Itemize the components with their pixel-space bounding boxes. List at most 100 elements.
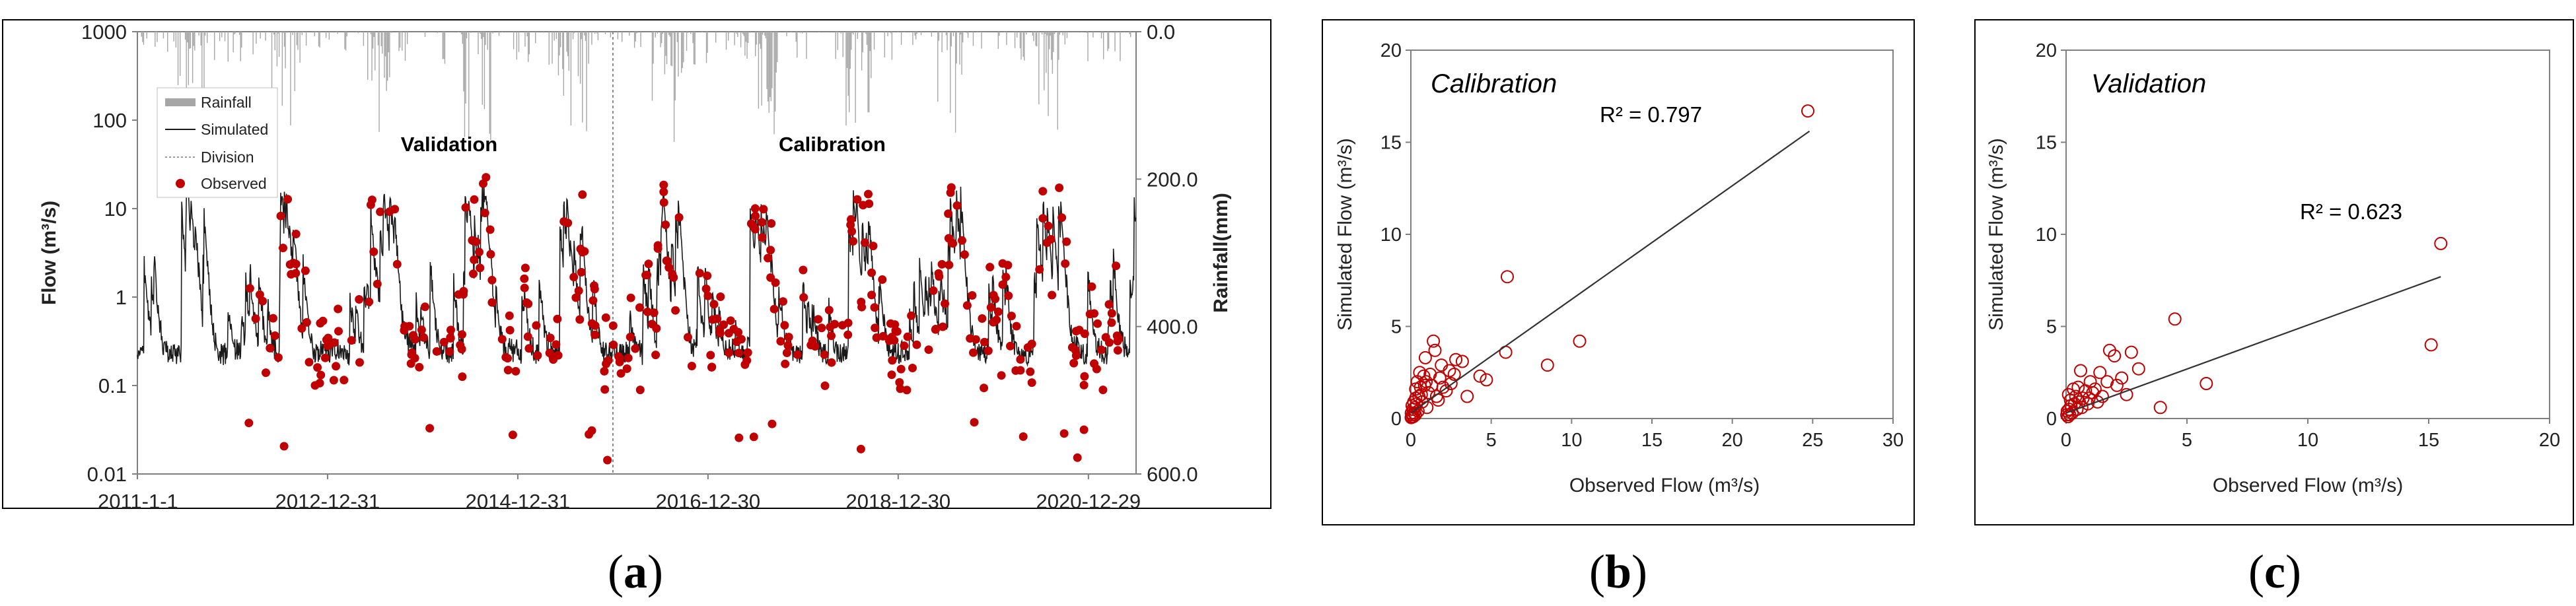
panel-a-observed-point (1038, 214, 1048, 223)
panel-a-observed-point (600, 385, 610, 394)
panel-c-point (2091, 395, 2104, 409)
panel-a-observed-point (1038, 187, 1048, 196)
panel-b-point (1436, 380, 1450, 394)
panel-a-observed-point (472, 237, 481, 246)
panel-a-observed-point (924, 345, 933, 354)
panel-b-x-tick-label: 10 (1561, 430, 1582, 451)
panel-a-observed-point (520, 283, 529, 292)
panel-b-point (1443, 364, 1456, 378)
panel-a-observed-point (505, 311, 514, 320)
legend-observed-label: Observed (201, 175, 267, 192)
panel-c-y-tick-label: 10 (2036, 224, 2057, 246)
panel-a-observed-point (781, 359, 790, 368)
panel-a-observed-point (1055, 184, 1064, 192)
panel-a-observed-point (411, 335, 419, 344)
panel-b-point (1439, 384, 1453, 398)
panel-a-y-tick-label: 1 (116, 286, 127, 309)
panel-a-validation-annotation: Validation (401, 133, 497, 156)
panel-a-observed-point (870, 303, 879, 312)
panel-a-observed-point (266, 343, 275, 353)
panel-a-observed-point (320, 353, 330, 362)
panel-a-observed-point (330, 338, 339, 347)
panel-a-observed-point (767, 219, 776, 228)
panel-b-y-axis-label: Simulated Flow (m³/s) (1334, 138, 1356, 331)
panel-a-observed-point (1067, 343, 1077, 352)
panel-a-observed-point (365, 297, 374, 306)
panel-a-observed-point (887, 370, 896, 380)
panel-a-observed-point (827, 331, 836, 341)
panel-b-point (1449, 353, 1463, 366)
panel-a-observed-point (1004, 291, 1013, 300)
panel-a-observed-point (726, 316, 735, 325)
panel-b-point (1460, 389, 1474, 403)
panel-c-points (2060, 236, 2448, 424)
panel-a-observed-point (659, 187, 668, 197)
panel-a-observed-point (334, 304, 343, 314)
panel-b-y-tick-label: 5 (1391, 317, 1402, 338)
panel-b-point (1455, 354, 1469, 368)
panel-a-observed-point (476, 263, 485, 273)
panel-a-observed-point (958, 236, 966, 245)
panel-a-observed-point (824, 306, 834, 315)
panel-a-observed-point (279, 244, 287, 253)
panel-b-chart: 0 5 10 15 20 0 5 10 15 20 25 30 Calibration R² = 0… (1322, 19, 1915, 525)
panel-a-observed-point (487, 275, 497, 285)
panel-a-observed-point (1098, 386, 1108, 395)
panel-a-observed-point (895, 378, 904, 387)
panel-a-observed-point (782, 349, 791, 357)
panel-a-observed-point (392, 259, 402, 269)
panel-a-y-ticks: 1000 100 10 1 0.1 0.01 (81, 20, 137, 486)
panel-a-observed-point (520, 274, 529, 283)
panel-a-observed-point (944, 209, 953, 219)
panel-a-observed-point (1027, 378, 1036, 387)
panel-a-observed-point (793, 350, 802, 359)
panel-b-y-ticks: 0 5 10 15 20 (1380, 40, 1411, 430)
panel-a-y-tick-label: 100 (92, 109, 127, 132)
panel-a-observed-point (1057, 213, 1067, 222)
panel-c-trendline (2065, 276, 2441, 414)
panel-b-point (1480, 373, 1493, 387)
panel-a-observed-point (764, 253, 773, 263)
panel-a-observed-point (522, 298, 531, 307)
panel-b-point (1404, 411, 1418, 424)
panel-b-point (1427, 334, 1441, 348)
panel-a-observed-point (571, 293, 581, 302)
panel-a-observed-point (659, 180, 668, 189)
panel-b-point (1433, 371, 1447, 385)
panel-a-observed-point (355, 358, 364, 367)
panel-b-r2-label: R² = 0.797 (1600, 102, 1702, 127)
panel-a-y2-tick-label: 0.0 (1147, 20, 1175, 44)
panel-a-x-tick-label: 2012-12-31 (275, 490, 380, 513)
panel-c-y-tick-label: 5 (2046, 317, 2057, 338)
panel-a-observed-point (1027, 339, 1036, 349)
panel-b-x-tick-label: 30 (1882, 430, 1904, 451)
panel-c-y-ticks: 0 5 10 15 20 (2036, 40, 2066, 430)
panel-a-observed-point (1080, 329, 1089, 339)
panel-a-observed-point (569, 273, 579, 282)
panel-a-observed-point (1012, 321, 1021, 331)
panel-a-observed-point (1101, 333, 1110, 342)
panel-a-observed-point (887, 333, 896, 341)
panel-c-point (2115, 371, 2129, 385)
panel-a-observed-point (1087, 282, 1096, 291)
panel-a-observed-point (902, 386, 912, 395)
panel-a-observed-point (318, 316, 328, 325)
panel-a-observed-point (376, 207, 385, 217)
panel-a-observed-point (523, 332, 532, 341)
panel-a-observed-point (716, 292, 725, 301)
panel-a-observed-point (970, 418, 979, 427)
panel-a-observed-point (900, 341, 909, 351)
panel-a-observed-point (291, 269, 301, 278)
panel-a-y-tick-label: 0.01 (87, 463, 127, 486)
panel-a-observed-point (631, 344, 640, 353)
panel-a-observed-point (520, 263, 530, 273)
panel-a-y2-tick-label: 600.0 (1147, 463, 1198, 486)
panel-a-observed-point (369, 247, 378, 256)
panel-a-observed-point (1090, 359, 1098, 368)
panel-a-observed-point (508, 430, 517, 440)
panel-a-observed-point (1113, 337, 1122, 346)
panel-c-point (2168, 312, 2182, 326)
panel-a-observed-point (456, 341, 465, 350)
panel-a-observed-point (609, 340, 618, 349)
panel-a-observed-point (608, 321, 618, 330)
